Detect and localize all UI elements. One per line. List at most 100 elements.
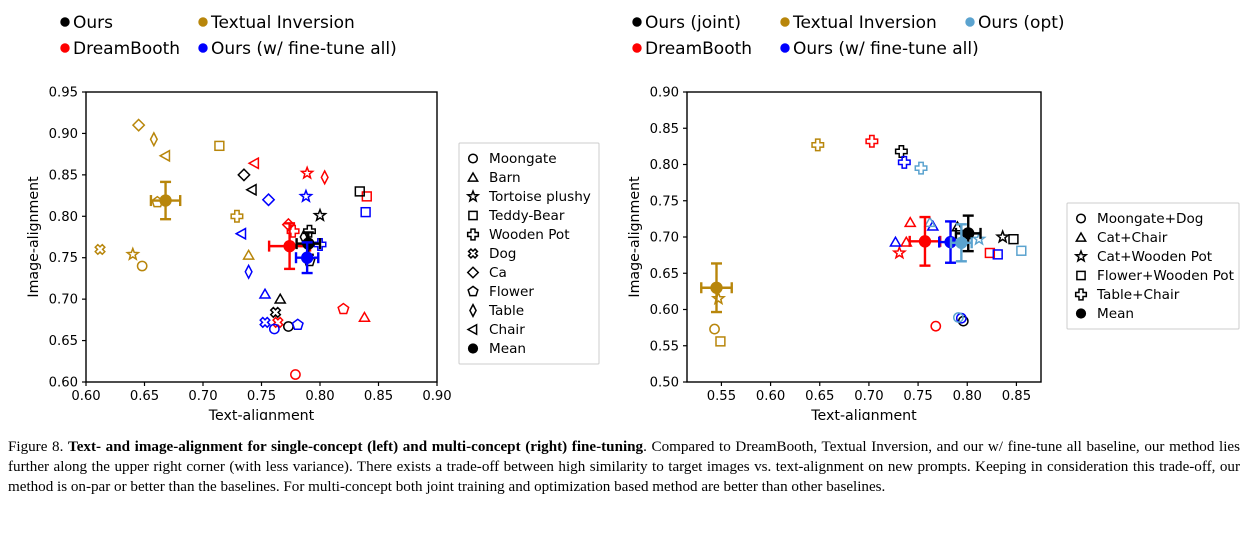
series-ours-w-fine-tune-all (234, 188, 371, 335)
legend-marker-label: Ca (489, 265, 507, 281)
data-point (709, 323, 720, 335)
legend-series-label: DreamBooth (645, 39, 752, 59)
legend-marker-label: Chair (489, 322, 525, 338)
series-legend: Ours (joint) Textual Inversion Ours (opt) D… (632, 13, 1065, 59)
data-point (245, 183, 257, 197)
figure-number: Figure 8. (8, 439, 64, 455)
legend-marker-label: Cat+Wooden Pot (1097, 249, 1212, 265)
marker-legend-box (458, 142, 600, 365)
data-point (131, 118, 146, 132)
data-point (710, 290, 727, 306)
data-point (358, 311, 371, 323)
y-tick-label: 0.65 (49, 334, 78, 349)
data-point (889, 235, 902, 247)
data-point (1016, 245, 1027, 256)
data-point (903, 216, 917, 228)
data-point (283, 321, 294, 332)
y-tick-label: 0.55 (650, 339, 679, 354)
marker-legend-box (1066, 202, 1240, 330)
right-panel-multi-concept: 0.55 0.60 0.65 0.70 0.75 0.80 0.85 0.50 0.55 0.60… (623, 0, 1246, 420)
y-tick-label: 0.60 (650, 303, 679, 318)
legend-marker-triangle (467, 171, 479, 182)
mean-marker-textual-inversion (700, 262, 733, 314)
data-point (984, 247, 996, 259)
x-tick-label: 0.75 (903, 389, 932, 404)
scatter-plot-left: 0.60 0.65 0.70 0.75 0.80 0.85 0.90 0.60 0.65 0.70… (26, 13, 600, 420)
x-tick-label: 0.70 (188, 389, 217, 404)
legend-marker-pentagon (467, 285, 479, 297)
data-point (1008, 233, 1019, 245)
legend-marker-ltriangle (466, 323, 478, 336)
x-tick-label: 0.65 (805, 389, 834, 404)
legend-marker-label: Moongate (489, 151, 557, 167)
mean-dot (918, 235, 932, 248)
data-point (247, 156, 260, 170)
legend-swatch (780, 43, 790, 53)
mean-marker-ours-opt (949, 223, 973, 263)
legend-marker-star (465, 188, 481, 203)
mean-dot (955, 236, 968, 249)
data-point (273, 292, 287, 304)
y-tick-label: 0.75 (49, 251, 78, 266)
legend-marker-triangle (1075, 231, 1087, 242)
legend-swatch (780, 17, 790, 27)
mean-marker-textual-inversion (149, 180, 182, 221)
legend-marker-label: Cat+Chair (1097, 230, 1168, 246)
data-point (923, 216, 937, 228)
data-point (320, 169, 329, 186)
legend-marker-dot (467, 343, 479, 354)
legend-series-label: Ours (joint) (645, 13, 741, 33)
x-tick-label: 0.85 (364, 389, 393, 404)
legend-swatch (198, 43, 208, 53)
legend-swatch (632, 43, 642, 53)
y-axis-title: Image-alignment (627, 176, 643, 298)
data-point (158, 149, 171, 163)
y-tick-label: 0.85 (49, 168, 78, 183)
legend-series-label: Ours (73, 13, 113, 33)
legend-marker-label: Wooden Pot (489, 227, 570, 243)
scatter-plot-right: 0.55 0.60 0.65 0.70 0.75 0.80 0.85 0.50 0.55 0.60… (627, 13, 1240, 420)
legend-marker-label: Barn (489, 170, 521, 186)
plot-frame (686, 91, 1042, 383)
series-dreambooth (247, 156, 372, 380)
series-ours (237, 168, 365, 332)
legend-swatch (60, 17, 70, 27)
x-axis-title: Text-alignment (810, 408, 917, 420)
legend-series-label: Ours (opt) (978, 13, 1065, 33)
data-point (312, 207, 328, 222)
y-tick-label: 0.90 (49, 127, 78, 142)
mean-marker-ours-joint (954, 214, 982, 253)
y-tick-label: 0.65 (650, 267, 679, 282)
data-point (261, 192, 276, 207)
x-axis-title: Text-alignment (208, 408, 315, 420)
x-tick-label: 0.55 (707, 389, 736, 404)
x-tick-label: 0.70 (854, 389, 883, 404)
legend-marker-label: Teddy-Bear (488, 208, 565, 224)
data-point (125, 246, 141, 261)
legend-swatch (965, 17, 975, 27)
legend-marker-label: Mean (1097, 306, 1134, 322)
legend-marker-plus (466, 228, 480, 241)
data-point (268, 323, 280, 335)
y-tick-label: 0.70 (49, 293, 78, 308)
legend-marker-thindiamond (469, 302, 477, 319)
caption-body: . Compared to DreamBooth, Textual Invers… (8, 439, 1240, 496)
y-tick-label: 0.60 (49, 376, 78, 391)
left-panel-single-concept: 0.60 0.65 0.70 0.75 0.80 0.85 0.90 0.60 0.65 0.70… (0, 0, 623, 420)
series-ours-opt (914, 161, 1027, 323)
series-legend: Ours Textual Inversion DreamBooth Ours (w/ … (60, 13, 397, 59)
legend-marker-star (1073, 248, 1089, 263)
legend-series-label: Textual Inversion (792, 13, 937, 33)
x-tick-label: 0.80 (953, 389, 982, 404)
data-point (865, 134, 879, 148)
legend-swatch (632, 17, 642, 27)
legend-series-label: Ours (w/ fine-tune all) (793, 39, 979, 59)
x-tick-label: 0.60 (71, 389, 100, 404)
y-tick-label: 0.85 (650, 122, 679, 137)
legend-marker-label: Tortoise plushy (488, 189, 591, 205)
data-point (953, 312, 964, 323)
mean-dot (962, 227, 975, 240)
plot-frame (85, 91, 438, 383)
y-tick-label: 0.50 (650, 376, 679, 391)
x-tick-label: 0.80 (305, 389, 334, 404)
